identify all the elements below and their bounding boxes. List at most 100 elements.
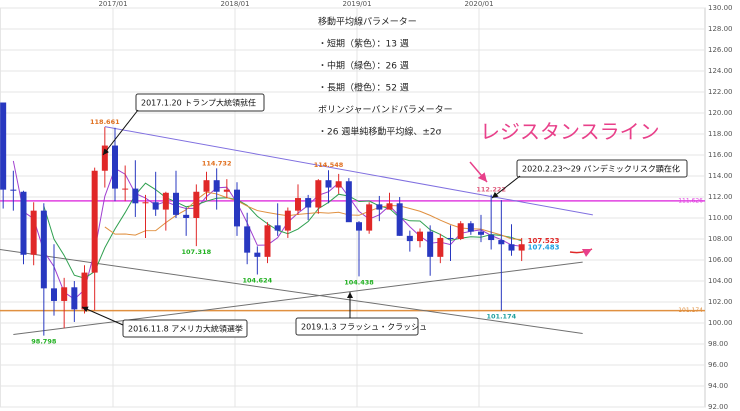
candle-body — [30, 210, 37, 255]
candle-body — [305, 198, 312, 208]
last-price: 107.483 — [528, 243, 560, 251]
y-tick-label: 130.00 — [708, 4, 733, 12]
candle-body — [152, 202, 159, 210]
note: 移動平均線パラメーター — [318, 16, 417, 28]
candle-body — [122, 188, 129, 190]
candle-body — [193, 191, 200, 218]
candle-body — [376, 204, 383, 210]
candle-body — [518, 244, 525, 251]
y-tick-label: 120.00 — [708, 109, 733, 117]
callout: 2019.1.3 フラッシュ・クラッシュ — [295, 292, 427, 336]
callout-text: 2017.1.20 トランプ大統領就任 — [141, 98, 256, 108]
candle-body — [173, 192, 179, 215]
callout: 2020.2.23～29 パンデミックリスク顕在化 — [491, 159, 688, 199]
callout: 2017.1.20 トランプ大統領就任 — [102, 93, 265, 156]
arrow — [81, 306, 124, 326]
y-tick-label: 128.00 — [708, 25, 733, 33]
note: ・中期（緑色）：26 週 — [318, 60, 409, 72]
y-tick-label: 98.00 — [708, 340, 728, 348]
candle-body — [315, 180, 322, 208]
price-label: 118.661 — [90, 118, 120, 126]
arrow — [491, 175, 521, 199]
last-price: 107.523 — [528, 237, 560, 245]
arrow — [469, 161, 488, 183]
arrow — [102, 109, 139, 156]
y-tick-label: 114.00 — [708, 172, 733, 180]
price-label: 114.732 — [202, 159, 232, 167]
candle-body — [366, 204, 373, 231]
candle-body — [274, 225, 281, 231]
moving-average — [104, 191, 522, 241]
price-label: 107.318 — [182, 248, 212, 256]
y-tick-label: 112.00 — [708, 193, 733, 201]
candle-body — [223, 189, 230, 192]
candle-body — [51, 288, 57, 301]
candle-body — [508, 244, 515, 251]
y-tick-label: 126.00 — [708, 46, 733, 54]
candle-body — [91, 170, 98, 273]
callout-box — [122, 319, 248, 338]
candle-body — [213, 180, 220, 192]
callout-box — [295, 317, 419, 336]
trend-line — [104, 126, 593, 216]
x-tick-label: 2020/01 — [464, 0, 493, 8]
callout-text: 2020.2.23～29 パンデミックリスク顕在化 — [522, 164, 680, 174]
callout-box — [516, 159, 688, 178]
y-tick-label: 110.00 — [708, 214, 733, 222]
grid — [0, 7, 705, 408]
level-label: 111.626 — [678, 197, 703, 204]
callout: 2016.11.8 アメリカ大統領選挙 — [81, 306, 248, 338]
candle-body — [142, 202, 149, 204]
y-tick-label: 100.00 — [708, 319, 733, 327]
candle-body — [162, 192, 169, 210]
candle-body — [396, 203, 403, 236]
price-label: 98.798 — [31, 338, 57, 346]
price-label: 104.624 — [243, 276, 273, 284]
y-tick-label: 94.00 — [708, 382, 728, 390]
candle-body — [10, 189, 17, 191]
y-tick-label: 108.00 — [708, 235, 733, 243]
arrow — [569, 248, 593, 258]
candle-body — [345, 181, 352, 223]
candle-body — [254, 252, 261, 257]
x-tick-label: 2017/01 — [98, 0, 127, 8]
moving-average — [43, 182, 522, 279]
y-tick-label: 116.00 — [708, 151, 733, 159]
y-tick-label: 96.00 — [708, 361, 728, 369]
candle-body — [40, 210, 47, 289]
candle-body — [427, 231, 434, 257]
candle-body — [488, 234, 495, 241]
candle-body — [356, 222, 362, 231]
callout-text: 2016.11.8 アメリカ大統領選挙 — [128, 324, 243, 334]
candle-body — [417, 231, 423, 242]
callout-box — [135, 93, 265, 112]
plot: 111.626 101.174 118.661 114.732 114.548 112.2… — [0, 102, 705, 346]
candle-body — [478, 231, 484, 235]
candle-body — [406, 235, 413, 242]
candle-body — [183, 214, 190, 218]
y-tick-label: 122.00 — [708, 88, 733, 96]
y-tick-label: 106.00 — [708, 256, 733, 264]
candle-body — [284, 210, 291, 231]
candle-body — [386, 203, 393, 210]
candle-body — [20, 191, 27, 255]
candle-body — [295, 198, 301, 211]
candle-body — [467, 223, 474, 232]
price-label: 114.548 — [314, 161, 344, 169]
candle-body — [71, 287, 78, 310]
x-tick-label: 2018/01 — [220, 0, 249, 8]
candle-body — [437, 237, 444, 257]
y-tick-label: 124.00 — [708, 67, 733, 75]
x-tick-label: 2019/01 — [342, 0, 371, 8]
price-label: 101.174 — [487, 313, 517, 321]
candle-body — [101, 145, 108, 171]
candle-body — [498, 240, 505, 245]
y-tick-label: 102.00 — [708, 298, 733, 306]
candle-body — [264, 225, 271, 257]
price-label: 112.222 — [476, 186, 506, 194]
y-tick-label: 104.00 — [708, 277, 733, 285]
note: ボリンジャーバンドパラメーター — [318, 105, 453, 116]
note: ・26 週単純移動平均線、±2σ — [318, 126, 442, 138]
price-label: 104.438 — [344, 278, 374, 286]
callout-text: 2019.1.3 フラッシュ・クラッシュ — [301, 323, 427, 332]
